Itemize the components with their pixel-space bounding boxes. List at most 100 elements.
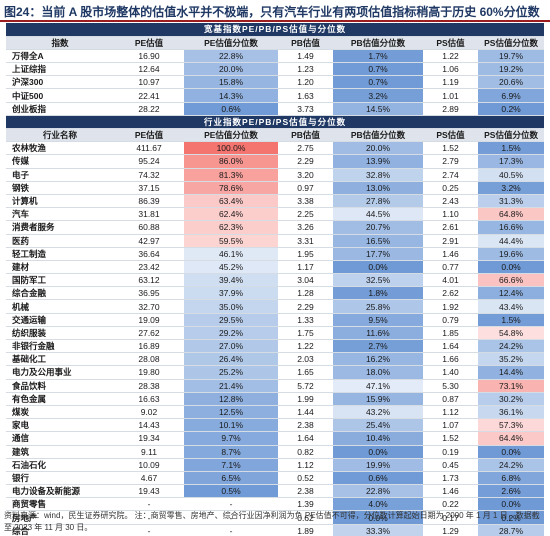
percentile-fill xyxy=(184,63,278,75)
percentile-cell: 9.7% xyxy=(184,431,278,446)
percentile-value: 1.5% xyxy=(501,143,521,154)
percentile-fill xyxy=(333,247,423,260)
industry-row: 国防军工 63.12 39.4% 3.04 32.5% 4.01 66.6% xyxy=(6,273,545,288)
percentile-value: 32.8% xyxy=(365,169,391,180)
percentile-fill xyxy=(333,63,423,75)
industry-row: 食品饮料 28.38 21.4% 5.72 47.1% 5.30 73.1% xyxy=(6,379,545,393)
percentile-value: 22.8% xyxy=(365,486,391,497)
percentile-cell: 13.9% xyxy=(333,154,423,169)
percentile-value: 3.2% xyxy=(501,182,521,193)
percentile-cell: 25.8% xyxy=(333,299,423,314)
row-name: 国防军工 xyxy=(6,273,114,288)
percentile-value: 14.3% xyxy=(218,90,244,101)
percentile-value: 19.6% xyxy=(498,248,524,259)
value-cell: 2.75 xyxy=(278,141,333,156)
value-cell: 1.64 xyxy=(423,339,478,354)
percentile-fill xyxy=(184,221,278,233)
value-cell: 1.44 xyxy=(278,405,333,420)
value-cell: 1.49 xyxy=(278,49,333,64)
percentile-cell: 13.0% xyxy=(333,181,423,195)
value-cell: 1.12 xyxy=(278,458,333,472)
industry-row: 纺织服装 27.62 29.2% 1.75 11.6% 1.85 54.8% xyxy=(6,326,545,341)
value-cell: 14.43 xyxy=(114,418,184,433)
column-header: PB估值 xyxy=(278,128,333,143)
percentile-cell: 39.4% xyxy=(184,273,278,288)
percentile-cell: 11.6% xyxy=(333,326,423,341)
percentile-fill xyxy=(333,221,423,233)
percentile-fill xyxy=(478,366,545,379)
percentile-fill xyxy=(333,392,423,405)
value-cell: 4.67 xyxy=(114,471,184,486)
percentile-fill xyxy=(478,471,545,484)
row-name: 中证500 xyxy=(6,88,114,103)
percentile-fill xyxy=(478,208,545,220)
percentile-fill xyxy=(478,168,545,181)
percentile-cell: 20.0% xyxy=(184,62,278,77)
percentile-fill xyxy=(478,458,545,471)
percentile-value: 81.3% xyxy=(218,169,244,180)
percentile-value: 0.6% xyxy=(221,103,241,114)
percentile-value: 0.0% xyxy=(501,446,521,457)
percentile-value: 20.0% xyxy=(218,64,244,75)
row-name: 非银行金融 xyxy=(6,339,114,354)
broad-row: 创业板指 28.22 0.6% 3.73 14.5% 2.89 0.2% xyxy=(6,102,545,116)
percentile-cell: 22.8% xyxy=(333,484,423,499)
percentile-value: 78.6% xyxy=(218,182,244,193)
row-name: 计算机 xyxy=(6,194,114,209)
value-cell: 3.04 xyxy=(278,273,333,288)
value-cell: 95.24 xyxy=(114,154,184,169)
percentile-fill xyxy=(478,287,545,299)
broad-band-title: 宽基指数PE/PB/PS估值与分位数 xyxy=(6,23,545,37)
percentile-value: 14.5% xyxy=(365,103,391,114)
industry-row: 电力及公用事业 19.80 25.2% 1.65 18.0% 1.40 14.4% xyxy=(6,365,545,380)
percentile-value: 33.3% xyxy=(365,525,391,536)
percentile-value: 3.2% xyxy=(368,90,388,101)
percentile-cell: 25.4% xyxy=(333,418,423,433)
percentile-cell: 24.2% xyxy=(478,339,545,354)
value-cell: 2.61 xyxy=(423,220,478,235)
value-cell: 16.90 xyxy=(114,49,184,64)
industry-row: 电力设备及新能源 19.43 0.5% 2.38 22.8% 1.46 2.6% xyxy=(6,484,545,499)
value-cell: 5.72 xyxy=(278,379,333,393)
percentile-fill xyxy=(478,194,545,207)
value-cell: 12.64 xyxy=(114,62,184,77)
percentile-value: 19.2% xyxy=(498,64,524,75)
percentile-value: 39.4% xyxy=(218,275,244,286)
industry-row: 非银行金融 16.89 27.0% 1.22 2.7% 1.64 24.2% xyxy=(6,339,545,354)
percentile-value: 19.7% xyxy=(498,50,524,61)
percentile-cell: 40.5% xyxy=(478,168,545,182)
percentile-cell: 1.8% xyxy=(333,286,423,301)
percentile-cell: 59.5% xyxy=(184,234,278,248)
percentile-value: 11.6% xyxy=(366,327,390,338)
percentile-value: 12.4% xyxy=(498,288,524,299)
percentile-cell: 18.0% xyxy=(333,365,423,380)
industry-row: 房地产 - -0.62 0.0% 0.17 0.2% xyxy=(6,510,545,525)
value-cell: 0.45 xyxy=(423,458,478,472)
percentile-fill xyxy=(333,458,423,471)
row-name: 纺织服装 xyxy=(6,326,114,341)
percentile-cell: 7.1% xyxy=(184,458,278,472)
row-name: 钢铁 xyxy=(6,181,114,195)
percentile-fill xyxy=(478,379,545,392)
percentile-value: 73.1% xyxy=(498,380,524,391)
percentile-cell: 62.4% xyxy=(184,207,278,222)
percentile-fill xyxy=(478,260,545,273)
percentile-value: 28.7% xyxy=(498,525,524,536)
percentile-cell: 36.1% xyxy=(478,405,545,420)
value-cell: 3.38 xyxy=(278,194,333,209)
percentile-value: 29.5% xyxy=(218,314,244,325)
value-cell: 1.07 xyxy=(423,418,478,433)
percentile-fill xyxy=(478,445,545,458)
percentile-fill xyxy=(478,300,545,313)
value-cell: 19.43 xyxy=(114,484,184,499)
value-cell: 1.17 xyxy=(278,260,333,275)
percentile-value: 44.4% xyxy=(498,235,524,246)
percentile-value: 15.8% xyxy=(218,77,244,88)
value-cell: 1.46 xyxy=(423,484,478,499)
industry-row: 建材 23.42 45.2% 1.17 0.0% 0.77 0.0% xyxy=(6,260,545,275)
percentile-cell: 30.2% xyxy=(478,392,545,406)
percentile-fill xyxy=(184,194,278,207)
percentile-cell: 43.4% xyxy=(478,299,545,314)
value-cell: 1.22 xyxy=(278,339,333,354)
percentile-fill xyxy=(333,102,423,115)
